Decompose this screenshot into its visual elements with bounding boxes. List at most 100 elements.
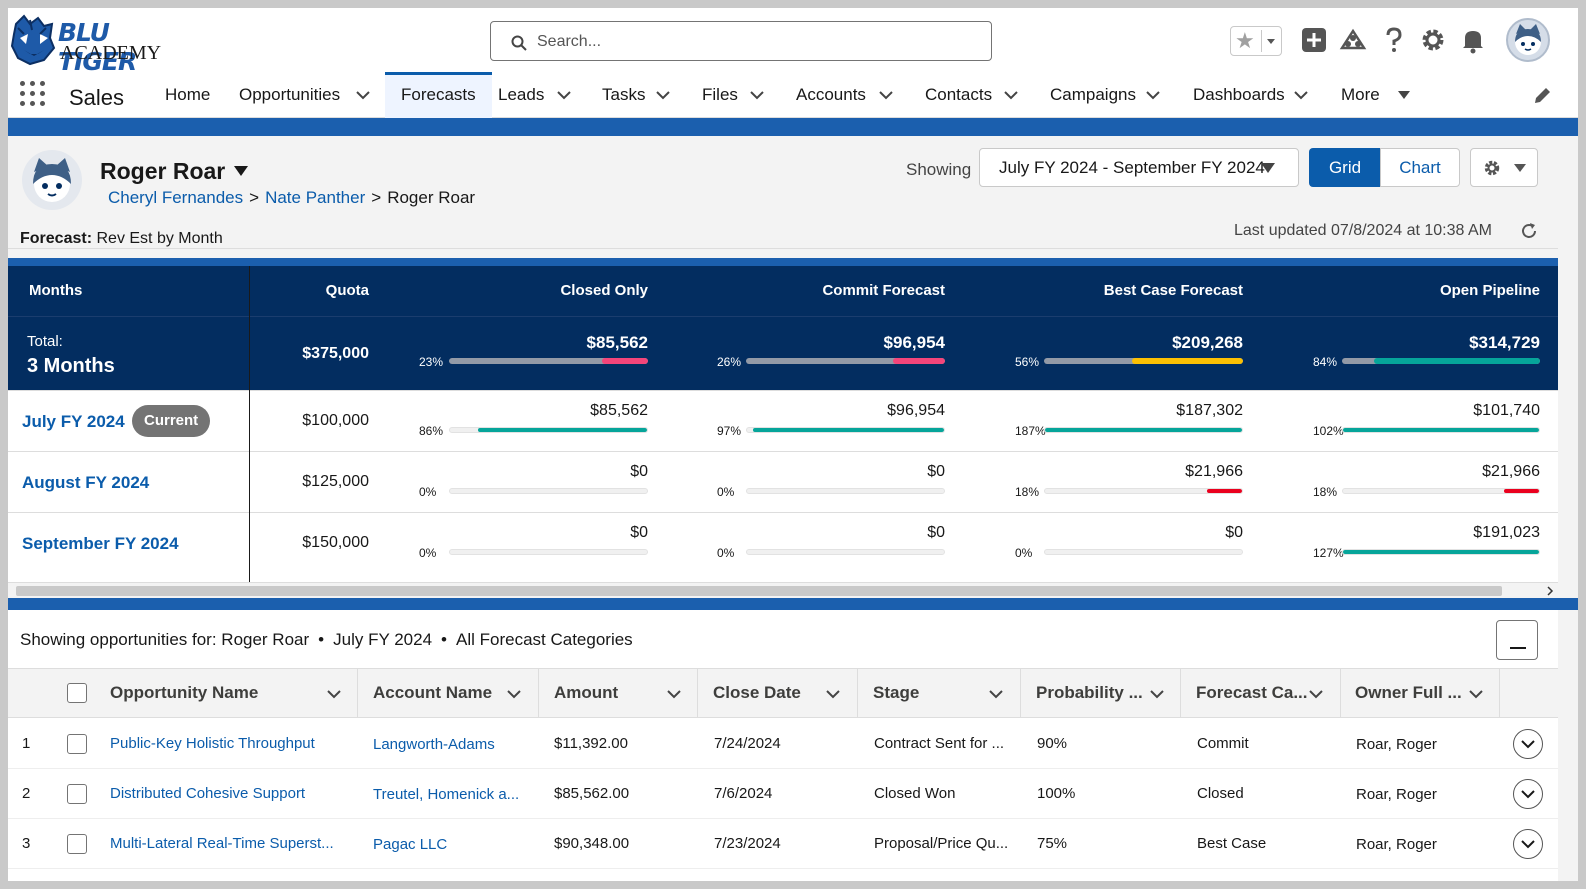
opportunity-name-link[interactable]: Public-Key Holistic Throughput — [110, 735, 315, 752]
chevron-down-icon[interactable] — [825, 689, 841, 699]
chevron-down-icon[interactable] — [326, 689, 342, 699]
row-actions-button[interactable] — [1513, 729, 1543, 759]
forecast-month-row[interactable]: August FY 2024 $125,000 $0 0% $0 0% $21,966 18%… — [8, 451, 1558, 512]
brand-logo[interactable]: BLU TIGER ACADEMY — [8, 14, 168, 76]
refresh-icon[interactable] — [1520, 222, 1538, 240]
month-quota[interactable]: $100,000 — [302, 412, 369, 429]
forecast-month-row[interactable]: September FY 2024 $150,000 $0 0% $0 0% $0 0% $19… — [8, 512, 1558, 573]
column-header-close-date[interactable]: Close Date — [713, 683, 801, 702]
scrollbar-thumb[interactable] — [16, 586, 1502, 596]
trailhead-icon[interactable] — [1339, 26, 1367, 54]
grid-horizontal-scrollbar[interactable] — [8, 582, 1558, 598]
column-divider[interactable] — [538, 669, 539, 717]
chevron-down-icon[interactable] — [878, 90, 894, 100]
column-header-opportunity-name[interactable]: Opportunity Name — [110, 683, 259, 702]
chevron-down-icon[interactable] — [1149, 689, 1165, 699]
account-name-link[interactable]: Treutel, Homenick a... — [373, 786, 520, 803]
forecast-user-name[interactable]: Roger Roar — [100, 158, 226, 184]
row-checkbox[interactable] — [67, 734, 87, 754]
nav-tab-forecasts[interactable]: Forecasts — [385, 72, 492, 118]
column-divider[interactable] — [1020, 669, 1021, 717]
nav-tab-home[interactable]: Home — [165, 85, 211, 104]
column-header-forecast-category[interactable]: Forecast Ca... — [1196, 683, 1308, 702]
date-range-select[interactable]: July FY 2024 - September FY 2024 — [979, 148, 1299, 187]
column-header-closed-only[interactable]: Closed Only — [560, 282, 648, 299]
grid-view-button[interactable]: Grid — [1309, 148, 1381, 187]
search-input[interactable] — [537, 30, 977, 54]
row-actions-button[interactable] — [1513, 779, 1543, 809]
row-checkbox[interactable] — [67, 834, 87, 854]
chevron-down-icon[interactable] — [556, 90, 572, 100]
column-divider[interactable] — [697, 669, 698, 717]
column-header-best-case-forecast[interactable]: Best Case Forecast — [1103, 282, 1243, 299]
nav-tab-dashboards[interactable]: Dashboards — [1193, 85, 1285, 104]
help-icon[interactable] — [1380, 26, 1408, 54]
opportunity-row[interactable]: 2 Distributed Cohesive Support Treutel, Ho… — [8, 769, 1558, 819]
favorites-dropdown[interactable] — [1261, 30, 1279, 52]
nav-tab-more[interactable]: More — [1341, 85, 1380, 104]
scroll-right-icon[interactable] — [1545, 585, 1555, 597]
chevron-down-icon[interactable] — [1003, 90, 1019, 100]
breadcrumb-link-nate[interactable]: Nate Panther — [265, 188, 366, 207]
account-name-link[interactable]: Pagac LLC — [373, 836, 448, 853]
chevron-down-icon[interactable] — [1145, 90, 1161, 100]
select-all-checkbox[interactable] — [67, 683, 87, 703]
chevron-down-icon[interactable] — [506, 689, 522, 699]
user-switch-caret-icon[interactable] — [232, 164, 250, 178]
column-header-stage[interactable]: Stage — [873, 683, 920, 702]
forecast-month-row[interactable]: July FY 2024 Current $100,000 $85,562 86% $96… — [8, 390, 1558, 451]
column-header-owner-full-name[interactable]: Owner Full ... — [1355, 683, 1462, 702]
forecast-settings-button[interactable] — [1470, 148, 1538, 187]
minimize-button[interactable] — [1496, 620, 1538, 660]
chevron-down-icon[interactable] — [1308, 689, 1324, 699]
column-divider[interactable] — [857, 669, 858, 717]
nav-tab-campaigns[interactable]: Campaigns — [1050, 85, 1136, 104]
global-actions-icon[interactable] — [1300, 26, 1328, 54]
column-header-amount[interactable]: Amount — [554, 683, 619, 702]
opportunity-row[interactable]: 3 Multi-Lateral Real-Time Superst... Pagac… — [8, 819, 1558, 869]
chart-view-button[interactable]: Chart — [1380, 148, 1460, 187]
nav-tab-accounts[interactable]: Accounts — [796, 85, 866, 104]
column-header-months[interactable]: Months — [29, 282, 83, 299]
favorites-button[interactable]: ★ — [1230, 26, 1282, 56]
nav-tab-tasks[interactable]: Tasks — [602, 85, 646, 104]
opportunity-row[interactable]: 1 Public-Key Holistic Throughput Langworth… — [8, 719, 1558, 769]
column-divider[interactable] — [1499, 669, 1500, 717]
chevron-down-icon[interactable] — [666, 689, 682, 699]
column-divider[interactable] — [1180, 669, 1181, 717]
setup-gear-icon[interactable] — [1419, 26, 1447, 54]
column-divider[interactable] — [357, 669, 358, 717]
app-launcher-icon[interactable] — [20, 81, 50, 111]
column-header-account-name[interactable]: Account Name — [373, 683, 493, 702]
column-header-open-pipeline[interactable]: Open Pipeline — [1439, 282, 1540, 299]
row-actions-button[interactable] — [1513, 829, 1543, 859]
caret-down-icon[interactable] — [1396, 89, 1412, 101]
chevron-down-icon[interactable] — [1468, 689, 1484, 699]
row-checkbox[interactable] — [67, 784, 87, 804]
nav-tab-leads[interactable]: Leads — [498, 85, 545, 104]
nav-tab-files[interactable]: Files — [702, 85, 738, 104]
account-name-link[interactable]: Langworth-Adams — [373, 736, 495, 753]
nav-tab-opportunities[interactable]: Opportunities — [239, 85, 341, 104]
column-divider[interactable] — [1340, 669, 1341, 717]
month-quota[interactable]: $125,000 — [302, 473, 369, 490]
column-header-probability[interactable]: Probability ... — [1036, 683, 1143, 702]
opportunity-name-link[interactable]: Distributed Cohesive Support — [110, 785, 306, 802]
notifications-bell-icon[interactable] — [1459, 26, 1487, 54]
breadcrumb-link-cheryl[interactable]: Cheryl Fernandes — [108, 188, 244, 207]
column-header-quota[interactable]: Quota — [325, 282, 369, 299]
month-label[interactable]: July FY 2024 — [22, 412, 125, 431]
chevron-down-icon[interactable] — [1293, 90, 1309, 100]
opportunity-name-link[interactable]: Multi-Lateral Real-Time Superst... — [110, 835, 334, 852]
month-quota[interactable]: $150,000 — [302, 534, 369, 551]
global-search[interactable] — [490, 21, 992, 61]
nav-tab-contacts[interactable]: Contacts — [925, 85, 993, 104]
user-avatar-top[interactable] — [1506, 18, 1550, 62]
chevron-down-icon[interactable] — [355, 90, 371, 100]
chevron-down-icon[interactable] — [655, 90, 671, 100]
chevron-down-icon[interactable] — [988, 689, 1004, 699]
edit-nav-pencil-icon[interactable] — [1532, 86, 1552, 106]
chevron-down-icon[interactable] — [749, 90, 765, 100]
month-label[interactable]: August FY 2024 — [22, 473, 150, 492]
month-label[interactable]: September FY 2024 — [22, 534, 179, 553]
